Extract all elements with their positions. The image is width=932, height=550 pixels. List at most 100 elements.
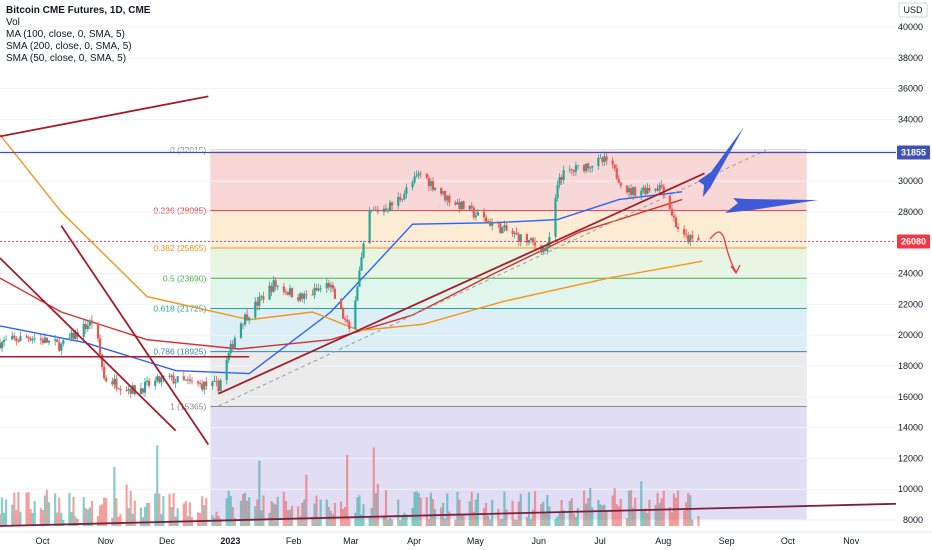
y-tick-label: 34000 [898,114,923,124]
legend-sma50[interactable]: SMA (50, close, 0, SMA, 5) [6,53,127,64]
volume-bar [358,495,361,526]
arrow-annotation [698,127,744,197]
volume-bar [419,497,422,526]
volume-bar [625,518,629,526]
volume-bar [103,497,106,526]
candle-body [127,388,130,391]
volume-bar [356,497,359,526]
candle-body [670,208,674,216]
candle-body [370,209,373,212]
candle-body [117,388,120,390]
y-tick-label: 22000 [898,299,923,309]
volume-bar [176,508,179,526]
candle-body [47,340,51,343]
price-axis[interactable]: USD 8000 10000 12000 14000 16000 18000 20000 220… [896,0,932,532]
volume-bar [225,498,228,526]
volume-bar [339,501,343,526]
candle-body [188,379,192,381]
volume-bar [13,492,16,526]
candle-body [119,389,122,391]
candle-body [456,202,459,205]
volume-bar [248,497,251,526]
volume-bar [227,491,230,526]
candle-body [656,188,659,191]
volume-bar [544,512,547,526]
candle-body [501,227,504,234]
fib-band [210,308,807,352]
x-tick-label: Nov [843,536,860,546]
candle-body [45,337,49,343]
legend-sma200[interactable]: SMA (200, close, 0, SMA, 5) [6,41,132,52]
volume-bar [90,501,94,526]
candle-body [268,285,271,300]
trend-drawings [0,95,929,527]
candle-body [505,225,508,231]
candle-body [625,185,629,193]
volume-bar [354,512,357,526]
volume-bar [84,508,87,526]
volume-bar [317,519,320,526]
candle-body [360,257,363,271]
candle-body [272,280,275,292]
candle-body [470,205,473,208]
candle-body [11,335,14,340]
candle-body [172,375,175,384]
volume-bar [5,499,8,526]
candle-body [615,168,618,179]
candle-body [70,332,73,338]
candle-body [96,323,100,339]
candle-body [90,320,94,324]
volume-bar [603,504,606,526]
candle-body [101,354,104,368]
volume-bar [17,491,20,526]
volume-bar [401,516,404,526]
candle-body [260,296,263,298]
candle-body [0,342,2,349]
volume-bar [315,495,318,526]
time-axis[interactable]: Oct Nov Dec 2023 Feb Mar Apr May Jun Jul Aug Sep Oct… [0,531,932,546]
y-tick-label: 40000 [898,22,923,32]
candle-body [605,156,608,161]
candle-body [427,177,430,187]
candle-body [13,335,16,338]
volume-bar [601,505,604,526]
volume-bar [274,504,277,526]
volume-bar [72,496,75,526]
candle-body [270,285,273,292]
volume-bar [574,517,578,526]
candle-body [113,378,116,385]
candle-body [329,284,332,288]
volume-bar [82,497,85,526]
volume-bar [288,509,292,526]
candle-body [397,197,400,206]
volume-bar [160,513,163,526]
volume-bar [60,512,63,526]
candle-body [589,167,592,169]
volume-bar [697,515,700,526]
candle-body [672,215,676,218]
legend-volume[interactable]: Vol [6,17,20,28]
candle-body [472,207,475,218]
candle-body [601,157,604,162]
candle-body [174,382,177,384]
fibonacci-retracement: 0 (32015)0.236 (28085)0.382 (25655)0.5 (… [153,145,807,520]
trend-line [60,225,210,446]
volume-bar [325,499,328,526]
volume-bar [344,507,347,526]
x-tick-label: Mar [343,536,359,546]
chart-grid [0,26,896,521]
candle-body [486,221,490,222]
candle-body [474,215,477,218]
candle-body [491,222,494,226]
y-tick-label: 38000 [898,53,923,63]
candle-body [344,318,347,320]
volume-bar [648,499,651,526]
volume-bar [333,502,337,526]
volume-bar [184,501,187,526]
candle-body [446,195,449,201]
legend-ma100[interactable]: MA (100, close, 0, SMA, 5) [6,29,125,40]
symbol-title[interactable]: Bitcoin CME Futures, 1D, CME [6,5,151,16]
candle-body [388,202,392,211]
candle-body [629,188,633,195]
